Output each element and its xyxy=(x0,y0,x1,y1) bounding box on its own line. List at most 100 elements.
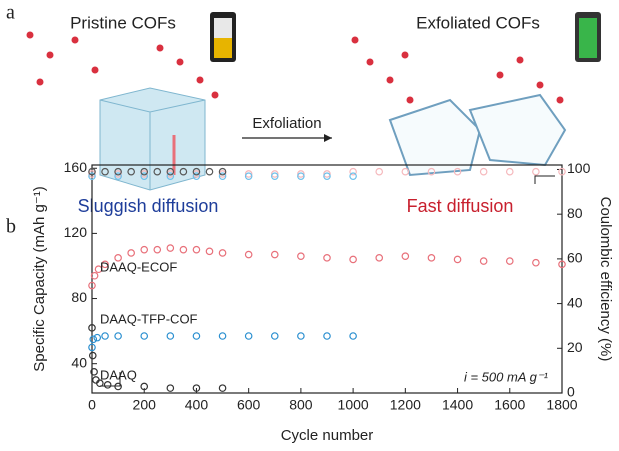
data-point xyxy=(532,258,540,267)
data-point xyxy=(218,172,227,180)
data-point xyxy=(166,332,175,340)
data-point xyxy=(114,172,122,180)
data-point xyxy=(153,245,162,254)
data-point xyxy=(153,167,162,176)
data-point xyxy=(218,332,227,340)
x-tick-label: 1800 xyxy=(546,397,577,413)
data-point xyxy=(558,260,566,269)
data-point xyxy=(140,170,149,178)
data-point xyxy=(558,167,566,176)
data-point xyxy=(88,281,96,290)
data-point xyxy=(270,170,279,178)
data-point xyxy=(88,170,96,178)
data-point xyxy=(101,167,109,176)
data-point xyxy=(244,332,253,340)
data-point xyxy=(205,167,214,176)
data-point xyxy=(218,167,227,176)
data-point xyxy=(101,260,109,269)
panel-label: a xyxy=(6,2,15,24)
process-label: Exfoliation xyxy=(252,115,321,132)
data-point xyxy=(244,172,253,180)
data-point xyxy=(88,351,97,360)
data-point xyxy=(140,172,149,180)
annotation: i = 500 mA g⁻¹ xyxy=(464,369,549,384)
x-tick-label: 800 xyxy=(289,397,313,413)
data-point xyxy=(88,167,96,176)
data-point xyxy=(166,172,175,180)
data-point xyxy=(453,255,462,264)
data-point xyxy=(114,332,122,340)
data-point xyxy=(244,170,253,178)
data-point xyxy=(323,172,331,180)
data-point xyxy=(114,170,122,178)
data-point xyxy=(479,257,488,265)
data-point xyxy=(140,167,149,176)
data-point xyxy=(166,244,175,252)
data-point xyxy=(349,255,357,264)
x-tick-label: 1000 xyxy=(338,397,369,413)
data-point xyxy=(323,254,331,262)
y2-tick-label: 0 xyxy=(567,384,575,400)
data-point xyxy=(192,384,201,392)
data-point xyxy=(101,332,109,340)
data-point xyxy=(114,167,122,176)
data-point xyxy=(192,170,201,178)
data-point xyxy=(244,250,253,259)
axis-arrow xyxy=(100,372,121,387)
panel-label: b xyxy=(6,216,16,238)
exfoliated-title: Exfoliated COFs xyxy=(416,13,540,32)
x-tick-label: 600 xyxy=(237,397,261,413)
data-point xyxy=(479,167,488,176)
plot-frame xyxy=(91,164,563,394)
data-point xyxy=(323,170,331,178)
data-point xyxy=(103,381,112,389)
y2-axis-label: Coulombic efficiency (%) xyxy=(597,197,614,362)
data-point xyxy=(323,332,331,340)
data-point xyxy=(427,167,436,176)
y2-tick-label: 80 xyxy=(567,205,583,221)
y-tick-label: 40 xyxy=(71,354,87,370)
series-label: DAAQ-ECOF xyxy=(100,259,177,274)
data-point xyxy=(88,343,96,352)
data-point xyxy=(127,167,135,176)
data-point xyxy=(453,167,462,176)
series-label: DAAQ-TFP-COF xyxy=(100,311,198,326)
data-point xyxy=(375,167,384,176)
data-point xyxy=(93,333,102,342)
data-point xyxy=(297,332,305,340)
panel-a-art xyxy=(26,12,601,191)
data-point xyxy=(349,167,357,176)
y-tick-label: 80 xyxy=(71,289,87,305)
data-point xyxy=(166,384,175,392)
data-point xyxy=(270,250,279,259)
data-point xyxy=(375,254,384,262)
data-point xyxy=(90,271,99,280)
x-tick-label: 1600 xyxy=(494,397,525,413)
data-point xyxy=(179,245,188,254)
data-point xyxy=(218,170,227,178)
data-point xyxy=(140,332,149,340)
y2-tick-label: 60 xyxy=(567,250,583,266)
data-point xyxy=(166,170,175,178)
data-point xyxy=(270,332,279,340)
data-point xyxy=(192,172,201,180)
data-point xyxy=(349,172,357,180)
data-point xyxy=(297,170,305,178)
data-point xyxy=(505,257,514,265)
data-point xyxy=(90,368,98,376)
data-point xyxy=(218,249,227,257)
data-point xyxy=(166,167,175,176)
data-point xyxy=(114,382,122,391)
axis-arrow xyxy=(534,175,555,184)
data-point xyxy=(192,167,201,176)
data-point xyxy=(401,252,410,261)
data-point xyxy=(505,167,514,176)
x-axis-label: Cycle number xyxy=(281,427,374,444)
data-point xyxy=(205,247,214,256)
data-point xyxy=(532,167,540,176)
data-point xyxy=(179,167,188,176)
data-point xyxy=(88,172,96,180)
data-point xyxy=(140,245,149,254)
series-label: DAAQ xyxy=(100,367,137,382)
x-tick-label: 1200 xyxy=(390,397,421,413)
